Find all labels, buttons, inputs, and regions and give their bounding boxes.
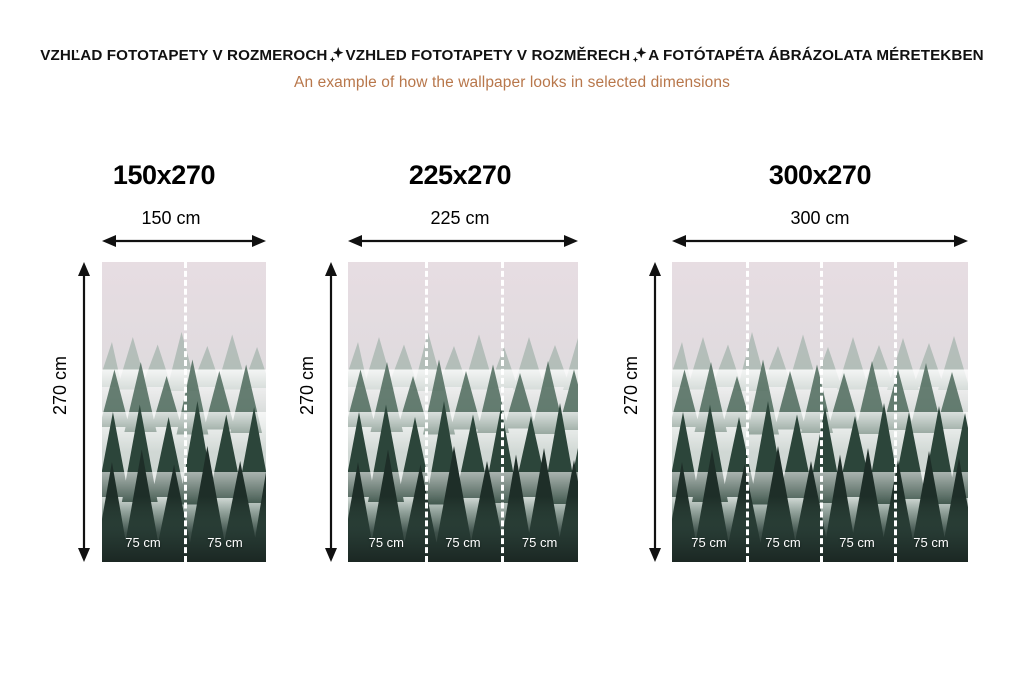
segment-label: 75 cm <box>913 535 949 550</box>
segment-label: 75 cm <box>691 535 727 550</box>
page-title: VZHĽAD FOTOTAPETY V ROZMEROCH VZHLED FOT… <box>0 46 1024 65</box>
title-segment-hu: A FOTÓTAPÉTA ÁBRÁZOLATA MÉRETEKBEN <box>648 47 984 64</box>
height-dimension-arrow <box>77 262 91 562</box>
wallpaper-preview-image: 75 cm 75 cm 75 cm <box>348 262 578 562</box>
panel-height-label: 270 cm <box>297 355 317 415</box>
panel-width-label: 225 cm <box>430 208 490 228</box>
panel-height-label: 270 cm <box>621 355 641 415</box>
panel-150x270: 150x270 150 cm 270 cm <box>44 160 284 580</box>
panel-seam <box>894 262 897 562</box>
panel-seam <box>184 262 187 562</box>
segment-label: 75 cm <box>125 535 161 550</box>
panel-title: 300x270 <box>768 160 872 190</box>
panel-width-label: 300 cm <box>790 208 850 228</box>
title-segment-cz: VZHLED FOTOTAPETY V ROZMĚRECH <box>345 47 631 64</box>
segment-label: 75 cm <box>445 535 481 550</box>
panel-title: 150x270 <box>112 160 216 190</box>
height-dimension-arrow <box>648 262 662 562</box>
width-dimension-arrow <box>102 234 266 248</box>
height-dimension-arrow <box>324 262 338 562</box>
wallpaper-preview-image: 75 cm 75 cm <box>102 262 266 562</box>
page-subtitle: An example of how the wallpaper looks in… <box>294 74 730 91</box>
panel-seam <box>820 262 823 562</box>
panel-width-label: 150 cm <box>141 208 201 228</box>
panel-seam <box>501 262 505 562</box>
header: VZHĽAD FOTOTAPETY V ROZMEROCH VZHLED FOT… <box>0 46 1024 92</box>
wallpaper-preview-image: 75 cm 75 cm 75 cm 75 cm <box>672 262 968 562</box>
panel-height-label: 270 cm <box>50 355 70 415</box>
sparkle-icon <box>328 46 344 65</box>
panels-row: 150x270 150 cm 270 cm <box>0 160 1024 590</box>
width-dimension-arrow <box>672 234 968 248</box>
segment-label: 75 cm <box>839 535 875 550</box>
segment-label: 75 cm <box>368 535 404 550</box>
segment-label: 75 cm <box>207 535 243 550</box>
sparkle-icon <box>631 46 647 65</box>
segment-label: 75 cm <box>765 535 801 550</box>
panel-title: 225x270 <box>408 160 512 190</box>
panel-225x270: 225x270 225 cm 270 cm <box>297 160 600 580</box>
panel-seam <box>746 262 749 562</box>
panel-seam <box>424 262 428 562</box>
panel-300x270: 300x270 300 cm 270 cm <box>620 160 980 580</box>
title-segment-sk: VZHĽAD FOTOTAPETY V ROZMEROCH <box>40 47 328 64</box>
width-dimension-arrow <box>348 234 578 248</box>
segment-label: 75 cm <box>521 535 558 550</box>
